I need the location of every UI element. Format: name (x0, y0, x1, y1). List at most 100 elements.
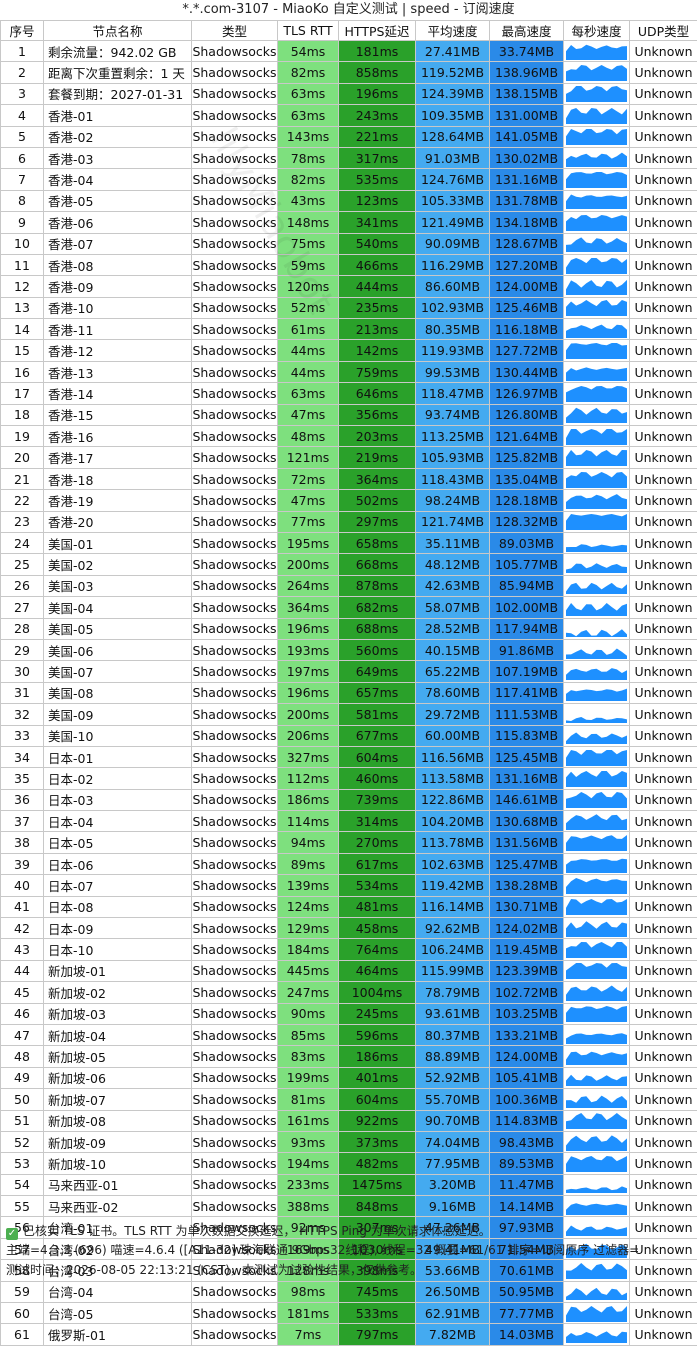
sparkline-chart (566, 898, 627, 915)
row-index: 2 (1, 62, 44, 83)
https-latency-value: 123ms (339, 190, 416, 211)
row-index: 16 (1, 361, 44, 382)
col-header-avg-speed[interactable]: 平均速度 (416, 21, 490, 41)
https-latency-value: 540ms (339, 233, 416, 254)
node-name: 日本-04 (44, 811, 192, 832)
per-second-speed-sparkline (564, 853, 630, 874)
col-header-max-speed[interactable]: 最高速度 (490, 21, 564, 41)
col-header-tls-rtt[interactable]: TLS RTT (278, 21, 339, 41)
sparkline-area (566, 603, 627, 616)
udp-type-value: Unknown (630, 918, 697, 939)
col-header-index[interactable]: 序号 (1, 21, 44, 41)
node-name: 新加坡-02 (44, 982, 192, 1003)
row-index: 53 (1, 1153, 44, 1174)
row-index: 15 (1, 340, 44, 361)
col-header-https-latency[interactable]: HTTPS延迟 (339, 21, 416, 41)
sparkline-area (566, 985, 627, 1001)
https-latency-value: 481ms (339, 896, 416, 917)
node-name: 香港-10 (44, 297, 192, 318)
node-type: Shadowsocks (192, 832, 278, 853)
per-second-speed-sparkline (564, 1110, 630, 1131)
avg-speed-value: 52.92MB (416, 1067, 490, 1088)
col-header-type[interactable]: 类型 (192, 21, 278, 41)
udp-type-value: Unknown (630, 661, 697, 682)
node-type: Shadowsocks (192, 233, 278, 254)
col-header-per-second-speed[interactable]: 每秒速度 (564, 21, 630, 41)
col-header-udp-type[interactable]: UDP类型 (630, 21, 697, 41)
node-type: Shadowsocks (192, 1003, 278, 1024)
node-name: 香港-07 (44, 233, 192, 254)
max-speed-value: 135.04MB (490, 468, 564, 489)
udp-type-value: Unknown (630, 1024, 697, 1045)
per-second-speed-sparkline (564, 554, 630, 575)
udp-type-value: Unknown (630, 1153, 697, 1174)
node-name: 香港-02 (44, 126, 192, 147)
https-latency-value: 270ms (339, 832, 416, 853)
max-speed-value: 146.61MB (490, 789, 564, 810)
sparkline-area (566, 172, 627, 188)
col-header-node-name[interactable]: 节点名称 (44, 21, 192, 41)
https-latency-value: 604ms (339, 1089, 416, 1110)
speed-results-table: 序号 节点名称 类型 TLS RTT HTTPS延迟 平均速度 最高速度 每秒速… (0, 20, 697, 1346)
udp-type-value: Unknown (630, 254, 697, 275)
